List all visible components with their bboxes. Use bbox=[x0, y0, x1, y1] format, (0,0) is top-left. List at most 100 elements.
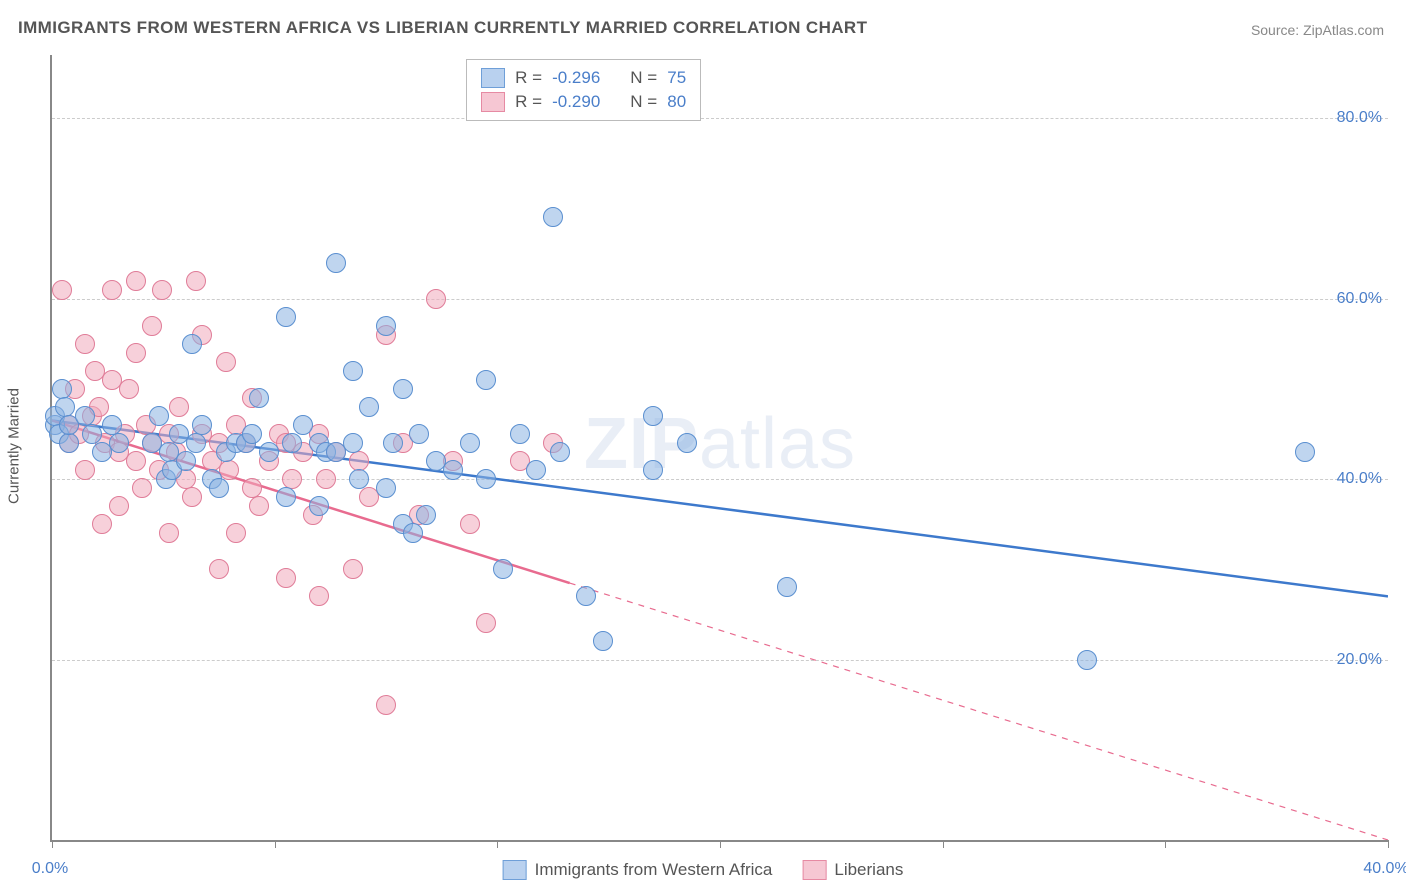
correlation-row: R =-0.296N =75 bbox=[481, 66, 686, 90]
data-point bbox=[383, 433, 403, 453]
data-point bbox=[403, 523, 423, 543]
data-point bbox=[102, 415, 122, 435]
y-tick-label: 60.0% bbox=[1337, 290, 1382, 308]
data-point bbox=[309, 586, 329, 606]
data-point bbox=[242, 478, 262, 498]
r-value: -0.290 bbox=[552, 92, 600, 112]
data-point bbox=[343, 433, 363, 453]
source-label: Source: bbox=[1251, 22, 1303, 38]
data-point bbox=[209, 478, 229, 498]
gridline bbox=[52, 299, 1388, 300]
data-point bbox=[282, 433, 302, 453]
gridline bbox=[52, 660, 1388, 661]
data-point bbox=[242, 424, 262, 444]
x-tick bbox=[275, 840, 276, 848]
data-point bbox=[349, 469, 369, 489]
correlation-row: R =-0.290N =80 bbox=[481, 90, 686, 114]
data-point bbox=[416, 505, 436, 525]
data-point bbox=[593, 631, 613, 651]
data-point bbox=[476, 370, 496, 390]
data-point bbox=[276, 487, 296, 507]
data-point bbox=[326, 253, 346, 273]
data-point bbox=[426, 289, 446, 309]
chart-title: IMMIGRANTS FROM WESTERN AFRICA VS LIBERI… bbox=[18, 18, 867, 38]
data-point bbox=[1295, 442, 1315, 462]
data-point bbox=[92, 514, 112, 534]
legend-label: Immigrants from Western Africa bbox=[535, 860, 773, 880]
data-point bbox=[393, 379, 413, 399]
data-point bbox=[316, 469, 336, 489]
data-point bbox=[82, 424, 102, 444]
data-point bbox=[102, 280, 122, 300]
x-tick bbox=[52, 840, 53, 848]
data-point bbox=[149, 406, 169, 426]
data-point bbox=[777, 577, 797, 597]
x-tick-label: 40.0% bbox=[1363, 860, 1406, 878]
data-point bbox=[209, 559, 229, 579]
data-point bbox=[643, 460, 663, 480]
x-tick bbox=[1165, 840, 1166, 848]
data-point bbox=[543, 207, 563, 227]
data-point bbox=[259, 442, 279, 462]
data-point bbox=[443, 460, 463, 480]
data-point bbox=[126, 451, 146, 471]
data-point bbox=[226, 523, 246, 543]
n-label: N = bbox=[630, 68, 657, 88]
data-point bbox=[126, 343, 146, 363]
data-point bbox=[677, 433, 697, 453]
data-point bbox=[276, 568, 296, 588]
data-point bbox=[59, 433, 79, 453]
data-point bbox=[476, 613, 496, 633]
data-point bbox=[493, 559, 513, 579]
data-point bbox=[109, 496, 129, 516]
data-point bbox=[343, 361, 363, 381]
legend-swatch bbox=[503, 860, 527, 880]
data-point bbox=[359, 397, 379, 417]
legend-label: Liberians bbox=[834, 860, 903, 880]
data-point bbox=[176, 451, 196, 471]
legend-item-liberians: Liberians bbox=[802, 860, 903, 880]
data-point bbox=[510, 424, 530, 444]
data-point bbox=[550, 442, 570, 462]
data-point bbox=[526, 460, 546, 480]
data-point bbox=[309, 496, 329, 516]
y-tick-label: 40.0% bbox=[1337, 470, 1382, 488]
data-point bbox=[282, 469, 302, 489]
data-point bbox=[169, 397, 189, 417]
data-point bbox=[293, 415, 313, 435]
data-point bbox=[276, 307, 296, 327]
n-label: N = bbox=[630, 92, 657, 112]
series-legend: Immigrants from Western Africa Liberians bbox=[503, 860, 904, 880]
data-point bbox=[109, 433, 129, 453]
data-point bbox=[152, 280, 172, 300]
n-value: 80 bbox=[667, 92, 686, 112]
data-point bbox=[75, 334, 95, 354]
data-point bbox=[119, 379, 139, 399]
data-point bbox=[1077, 650, 1097, 670]
correlation-swatch bbox=[481, 92, 505, 112]
legend-swatch bbox=[802, 860, 826, 880]
data-point bbox=[182, 487, 202, 507]
y-tick-label: 20.0% bbox=[1337, 651, 1382, 669]
x-tick bbox=[1388, 840, 1389, 848]
data-point bbox=[349, 451, 369, 471]
data-point bbox=[476, 469, 496, 489]
data-point bbox=[376, 478, 396, 498]
legend-item-western-africa: Immigrants from Western Africa bbox=[503, 860, 773, 880]
data-point bbox=[216, 352, 236, 372]
trend-line-dashed bbox=[570, 583, 1388, 840]
correlation-swatch bbox=[481, 68, 505, 88]
data-point bbox=[75, 460, 95, 480]
x-tick bbox=[943, 840, 944, 848]
correlation-legend: R =-0.296N =75R =-0.290N =80 bbox=[466, 59, 701, 121]
data-point bbox=[52, 379, 72, 399]
data-point bbox=[409, 424, 429, 444]
plot-area: ZIPatlas 20.0%40.0%60.0%80.0%R =-0.296N … bbox=[50, 55, 1388, 842]
data-point bbox=[186, 433, 206, 453]
x-tick bbox=[497, 840, 498, 848]
data-point bbox=[132, 478, 152, 498]
data-point bbox=[159, 523, 179, 543]
data-point bbox=[75, 406, 95, 426]
x-tick-label: 0.0% bbox=[32, 860, 68, 878]
data-point bbox=[52, 280, 72, 300]
